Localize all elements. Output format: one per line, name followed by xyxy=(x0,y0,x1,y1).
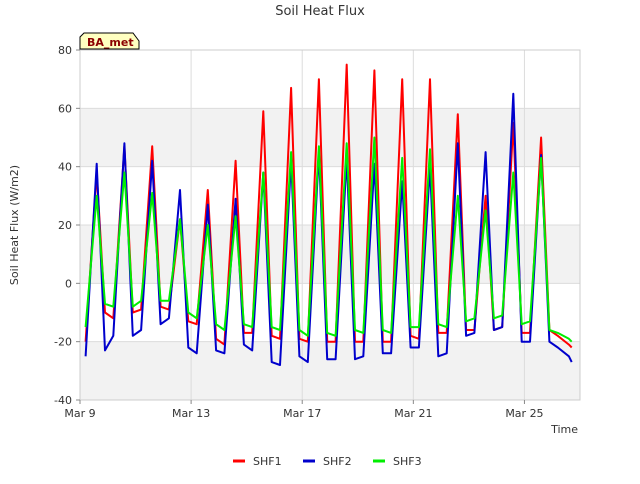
y-tick-label: 80 xyxy=(58,44,72,57)
y-tick-label: -20 xyxy=(54,336,72,349)
x-tick-label: Mar 9 xyxy=(64,407,95,420)
y-tick-label: 60 xyxy=(58,102,72,115)
x-axis-ticks: Mar 9 Mar 13 Mar 17 Mar 21 Mar 25 xyxy=(64,400,544,420)
y-axis-ticks: -40 -20 0 20 40 60 80 xyxy=(54,44,80,407)
x-axis-label: Time xyxy=(550,423,578,436)
x-tick-label: Mar 25 xyxy=(505,407,543,420)
y-tick-label: 20 xyxy=(58,219,72,232)
legend-label-shf3: SHF3 xyxy=(393,455,422,468)
y-band xyxy=(80,225,580,284)
legend-label-shf1: SHF1 xyxy=(253,455,282,468)
y-axis-label: Soil Heat Flux (W/m2) xyxy=(8,165,21,285)
site-badge-box xyxy=(79,32,140,50)
x-tick-label: Mar 13 xyxy=(172,407,210,420)
series-layer xyxy=(84,63,573,366)
y-tick-label: 0 xyxy=(65,277,72,290)
legend: SHF1 SHF2 SHF3 xyxy=(233,455,422,468)
y-band xyxy=(80,108,580,167)
series-line-shf3 xyxy=(84,136,573,343)
series-line-shf2 xyxy=(84,92,573,366)
site-badge: BA_met xyxy=(79,32,140,50)
y-tick-label: 40 xyxy=(58,161,72,174)
y-band xyxy=(80,341,580,400)
y-tick-label: -40 xyxy=(54,394,72,407)
x-tick-label: Mar 17 xyxy=(283,407,321,420)
x-tick-label: Mar 21 xyxy=(394,407,432,420)
y-bands xyxy=(80,108,580,400)
site-badge-label: BA_met xyxy=(87,36,134,49)
chart-title: Soil Heat Flux xyxy=(275,4,365,19)
legend-label-shf2: SHF2 xyxy=(323,455,352,468)
